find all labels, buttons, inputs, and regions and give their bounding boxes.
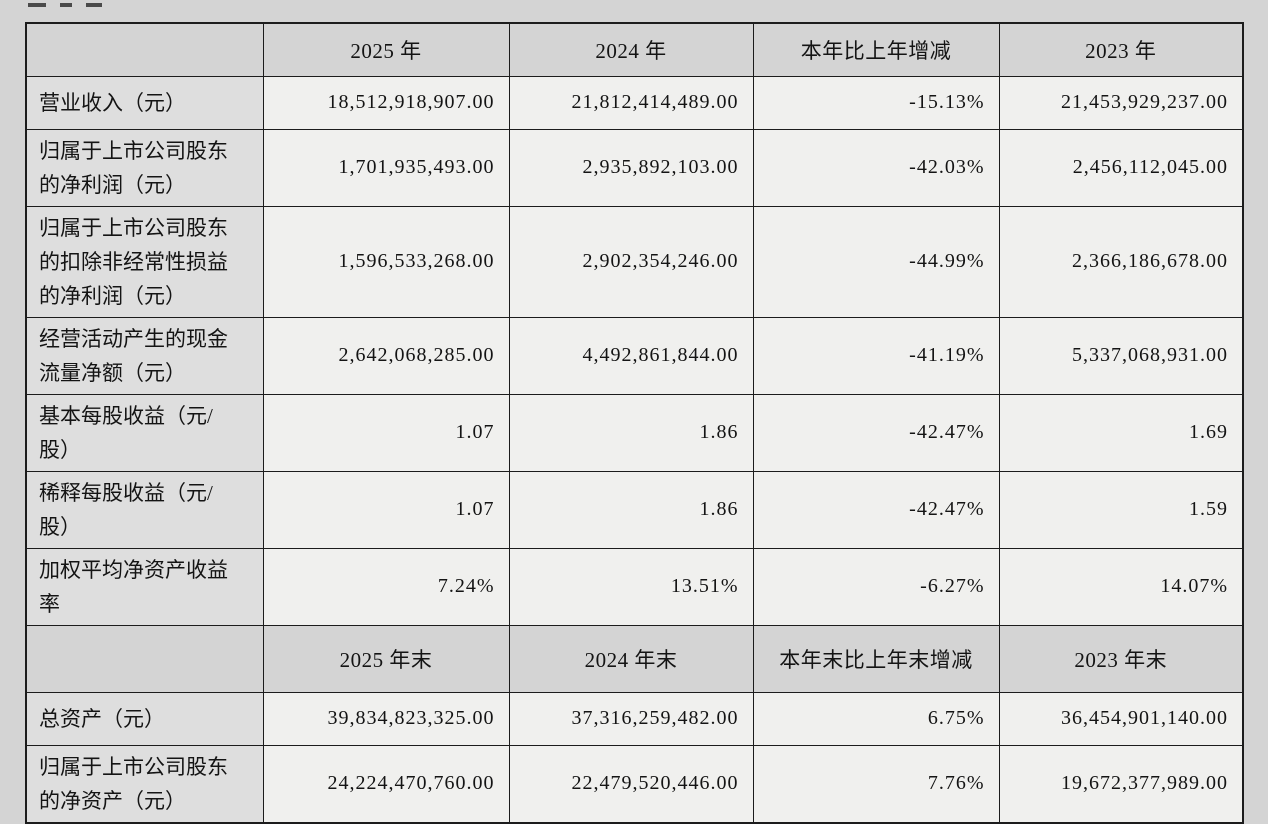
- table-row-net-assets: 归属于上市公司股东的净资产（元） 24,224,470,760.00 22,47…: [25, 744, 1244, 823]
- table-row-basic-eps: 基本每股收益（元/股） 1.07 1.86 -42.47% 1.69: [25, 393, 1244, 472]
- period-end-header-row: 2025 年末 2024 年末 本年末比上年末增减 2023 年末: [25, 624, 1244, 693]
- cropped-glyph-mark: [60, 3, 72, 7]
- pct-cell: -15.13%: [752, 75, 1000, 130]
- pct-cell: 7.24%: [262, 547, 510, 626]
- cropped-text-remnant: [28, 0, 116, 9]
- value-cell: 1.69: [998, 393, 1244, 472]
- pct-cell: -6.27%: [752, 547, 1000, 626]
- value-cell: 37,316,259,482.00: [508, 691, 754, 746]
- value-cell: 4,492,861,844.00: [508, 316, 754, 395]
- row-label: 归属于上市公司股东的净利润（元）: [25, 128, 264, 207]
- table-row-net-profit-excl-nonrecurring: 归属于上市公司股东的扣除非经常性损益的净利润（元） 1,596,533,268.…: [25, 205, 1244, 318]
- value-cell: 2,935,892,103.00: [508, 128, 754, 207]
- column-header-2024-end: 2024 年末: [508, 624, 754, 693]
- column-header-end-yoy-change: 本年末比上年末增减: [752, 624, 1000, 693]
- row-label: 经营活动产生的现金流量净额（元）: [25, 316, 264, 395]
- value-cell: 21,453,929,237.00: [998, 75, 1244, 130]
- row-label: 归属于上市公司股东的扣除非经常性损益的净利润（元）: [25, 205, 264, 318]
- table-row-operating-cash-flow: 经营活动产生的现金流量净额（元） 2,642,068,285.00 4,492,…: [25, 316, 1244, 395]
- value-cell: 2,642,068,285.00: [262, 316, 510, 395]
- value-cell: 1,701,935,493.00: [262, 128, 510, 207]
- value-cell: 1,596,533,268.00: [262, 205, 510, 318]
- pct-cell: -44.99%: [752, 205, 1000, 318]
- column-header-2023: 2023 年: [998, 22, 1244, 77]
- period-header-row: 2025 年 2024 年 本年比上年增减 2023 年: [25, 22, 1244, 77]
- column-header-2025-end: 2025 年末: [262, 624, 510, 693]
- pct-cell: 13.51%: [508, 547, 754, 626]
- row-label: 基本每股收益（元/股）: [25, 393, 264, 472]
- pct-cell: 7.76%: [752, 744, 1000, 823]
- value-cell: 24,224,470,760.00: [262, 744, 510, 823]
- value-cell: 2,456,112,045.00: [998, 128, 1244, 207]
- value-cell: 39,834,823,325.00: [262, 691, 510, 746]
- table-row-diluted-eps: 稀释每股收益（元/股） 1.07 1.86 -42.47% 1.59: [25, 470, 1244, 549]
- row-label: 总资产（元）: [25, 691, 264, 746]
- column-header-2023-end: 2023 年末: [998, 624, 1244, 693]
- value-cell: 1.07: [262, 470, 510, 549]
- value-cell: 5,337,068,931.00: [998, 316, 1244, 395]
- pct-cell: -42.47%: [752, 393, 1000, 472]
- row-label: 营业收入（元）: [25, 75, 264, 130]
- column-header-2025: 2025 年: [262, 22, 510, 77]
- value-cell: 1.86: [508, 393, 754, 472]
- table-row-revenue: 营业收入（元） 18,512,918,907.00 21,812,414,489…: [25, 75, 1244, 130]
- row-label: 稀释每股收益（元/股）: [25, 470, 264, 549]
- row-label: 归属于上市公司股东的净资产（元）: [25, 744, 264, 823]
- pct-cell: -42.03%: [752, 128, 1000, 207]
- table-row-net-profit: 归属于上市公司股东的净利润（元） 1,701,935,493.00 2,935,…: [25, 128, 1244, 207]
- pct-cell: -42.47%: [752, 470, 1000, 549]
- column-header-2024: 2024 年: [508, 22, 754, 77]
- cropped-glyph-mark: [86, 3, 102, 7]
- value-cell: 22,479,520,446.00: [508, 744, 754, 823]
- value-cell: 19,672,377,989.00: [998, 744, 1244, 823]
- corner-cell: [25, 22, 264, 77]
- column-header-yoy-change: 本年比上年增减: [752, 22, 1000, 77]
- value-cell: 1.07: [262, 393, 510, 472]
- value-cell: 2,366,186,678.00: [998, 205, 1244, 318]
- table-row-total-assets: 总资产（元） 39,834,823,325.00 37,316,259,482.…: [25, 691, 1244, 746]
- value-cell: 18,512,918,907.00: [262, 75, 510, 130]
- value-cell: 36,454,901,140.00: [998, 691, 1244, 746]
- value-cell: 1.59: [998, 470, 1244, 549]
- value-cell: 2,902,354,246.00: [508, 205, 754, 318]
- pct-cell: 14.07%: [998, 547, 1244, 626]
- financial-summary-table: 2025 年 2024 年 本年比上年增减 2023 年 营业收入（元） 18,…: [25, 22, 1244, 824]
- value-cell: 1.86: [508, 470, 754, 549]
- value-cell: 21,812,414,489.00: [508, 75, 754, 130]
- row-label: 加权平均净资产收益率: [25, 547, 264, 626]
- table-row-weighted-avg-roe: 加权平均净资产收益率 7.24% 13.51% -6.27% 14.07%: [25, 547, 1244, 626]
- cropped-glyph-mark: [28, 3, 46, 7]
- corner-cell: [25, 624, 264, 693]
- pct-cell: -41.19%: [752, 316, 1000, 395]
- pct-cell: 6.75%: [752, 691, 1000, 746]
